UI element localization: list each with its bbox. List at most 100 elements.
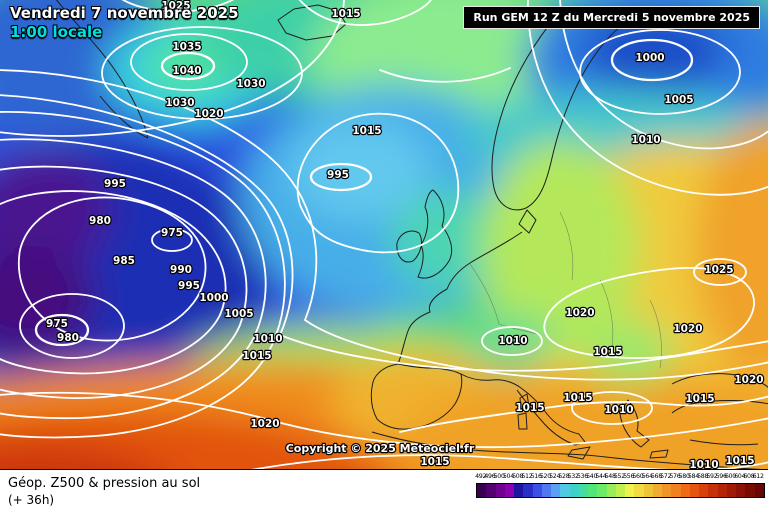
isobar-contours [0, 0, 768, 470]
pressure-label: 1015 [331, 8, 360, 20]
scale-cell [532, 484, 542, 497]
scale-cell [486, 484, 496, 497]
pressure-label: 1010 [631, 134, 660, 146]
pressure-label: 1040 [172, 65, 201, 77]
scale-value: 552 [613, 473, 625, 480]
pressure-label: 985 [113, 255, 135, 267]
pressure-label: 1015 [685, 393, 714, 405]
datetime-overlay: Vendredi 7 novembre 2025 1:00 locale [10, 4, 239, 42]
pressure-label: 1025 [704, 264, 733, 276]
pressure-label: 1025 [161, 0, 190, 12]
pressure-label: 975 [161, 227, 183, 239]
forecast-offset-label: (+ 36h) [8, 493, 55, 507]
scale-cell [689, 484, 699, 497]
pressure-label: 1005 [224, 308, 253, 320]
scale-cell [588, 484, 598, 497]
scale-cell [578, 484, 588, 497]
pressure-label: 995 [178, 280, 200, 292]
pressure-label: 1030 [165, 97, 194, 109]
scale-value: 556 [623, 473, 635, 480]
scale-value: 560 [632, 473, 644, 480]
scale-value: 580 [678, 473, 690, 480]
scale-value: 596 [715, 473, 727, 480]
scale-cell [726, 484, 736, 497]
color-field [0, 0, 768, 470]
scale-value: 592 [706, 473, 718, 480]
scale-value: 524 [549, 473, 561, 480]
map-svg: 1025101510351040103010301020100010051010… [0, 0, 768, 470]
scale-cell [634, 484, 644, 497]
scale-cell [523, 484, 533, 497]
pressure-label: 1010 [604, 404, 633, 416]
pressure-label: 995 [104, 178, 126, 190]
scale-cell [652, 484, 662, 497]
scale-value: 608 [743, 473, 755, 480]
scale-cell [708, 484, 718, 497]
scale-cell [560, 484, 570, 497]
pressure-label: 1015 [515, 402, 544, 414]
scale-cell [754, 484, 764, 497]
run-info-box: Run GEM 12 Z du Mercredi 5 novembre 2025 [463, 6, 760, 29]
scale-cell [680, 484, 690, 497]
scale-cell [671, 484, 681, 497]
scale-cell [745, 484, 755, 497]
scale-value: 576 [669, 473, 681, 480]
scale-value: 508 [512, 473, 524, 480]
scale-value: 540 [586, 473, 598, 480]
pressure-label: 1015 [242, 350, 271, 362]
pressure-label: 995 [327, 169, 349, 181]
scale-cell [615, 484, 625, 497]
pressure-label: 1020 [194, 108, 223, 120]
pressure-label: 1030 [236, 78, 265, 90]
pressure-label: 1020 [673, 323, 702, 335]
scale-value: 612 [752, 473, 764, 480]
scale-cell [736, 484, 746, 497]
scale-cell [717, 484, 727, 497]
pressure-label: 1035 [172, 41, 201, 53]
color-scale: 492 496 500 504 508 512 516 520 524 528 532 536 540 5… [475, 473, 765, 498]
scale-cell [643, 484, 653, 497]
scale-value: 496 [484, 473, 496, 480]
pressure-label: 1010 [253, 333, 282, 345]
pressure-label: 1010 [689, 459, 718, 470]
scale-value: 492 [475, 473, 487, 480]
product-label: Géop. Z500 & pression au sol [8, 476, 201, 491]
copyright-text: Copyright © 2025 Meteociel.fr [286, 442, 475, 455]
scale-cell [514, 484, 524, 497]
pressure-label: 1000 [635, 52, 664, 64]
pressure-label: 980 [57, 332, 79, 344]
scale-value: 500 [493, 473, 505, 480]
pressure-label: 980 [89, 215, 111, 227]
footer-bar: Géop. Z500 & pression au sol (+ 36h) 492… [0, 469, 768, 512]
scale-cell [662, 484, 672, 497]
pressure-labels-layer: 1025101510351040103010301020100010051010… [45, 0, 765, 470]
scale-cell [606, 484, 616, 497]
pressure-label: 1020 [565, 307, 594, 319]
scale-value: 588 [697, 473, 709, 480]
pressure-label: 1005 [664, 94, 693, 106]
scale-value: 528 [558, 473, 570, 480]
scale-value: 584 [687, 473, 699, 480]
pressure-label: 1015 [420, 456, 449, 468]
scale-cells [476, 483, 765, 498]
pressure-label: 1010 [498, 335, 527, 347]
pressure-label: 975 [46, 318, 68, 330]
pressure-label: 1015 [593, 346, 622, 358]
scale-value: 600 [724, 473, 736, 480]
coastlines [55, 0, 768, 470]
scale-value: 604 [734, 473, 746, 480]
scale-cell [504, 484, 514, 497]
scale-value: 532 [567, 473, 579, 480]
pressure-label: 1015 [725, 455, 754, 467]
scale-value: 520 [539, 473, 551, 480]
weather-map: 1025 1015 1035 1040 1030 1030 1020 1000 1005 1010… [0, 0, 768, 470]
scale-cell [597, 484, 607, 497]
scale-values: 492 496 500 504 508 512 516 520 524 528 532 536 540 5… [475, 473, 764, 483]
scale-value: 536 [576, 473, 588, 480]
scale-value: 568 [650, 473, 662, 480]
pressure-label: 1015 [352, 125, 381, 137]
scale-value: 564 [641, 473, 653, 480]
pressure-label: 1000 [199, 292, 228, 304]
scale-value: 548 [604, 473, 616, 480]
scale-value: 512 [521, 473, 533, 480]
